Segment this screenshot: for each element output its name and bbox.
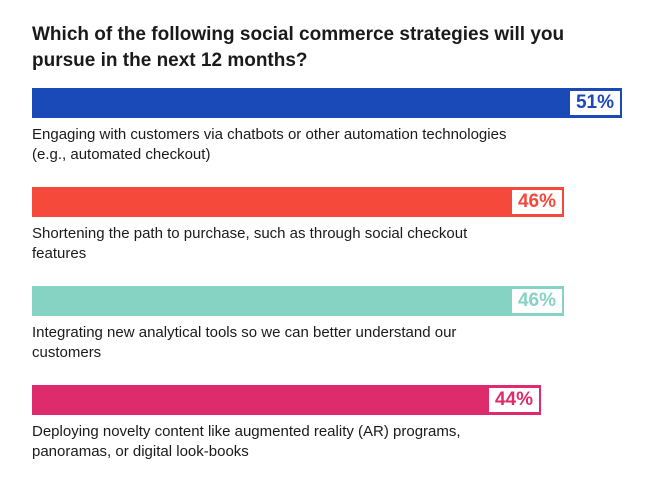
category-label: Deploying novelty content like augmented… xyxy=(32,423,461,460)
category-label: Integrating new analytical tools so we c… xyxy=(32,324,457,361)
data-label: 46% xyxy=(511,190,562,214)
data-label: 51% xyxy=(569,91,620,115)
chart-title: Which of the following social commerce s… xyxy=(32,24,565,71)
bar: 46% xyxy=(32,187,564,217)
bar: 51% xyxy=(32,88,622,118)
bar: 44% xyxy=(32,385,541,415)
category-label: Engaging with customers via chatbots or … xyxy=(32,126,507,163)
bar: 46% xyxy=(32,286,564,316)
category-label: Shortening the path to purchase, such as… xyxy=(32,225,468,262)
data-label: 44% xyxy=(488,388,539,412)
data-label: 46% xyxy=(511,289,562,313)
